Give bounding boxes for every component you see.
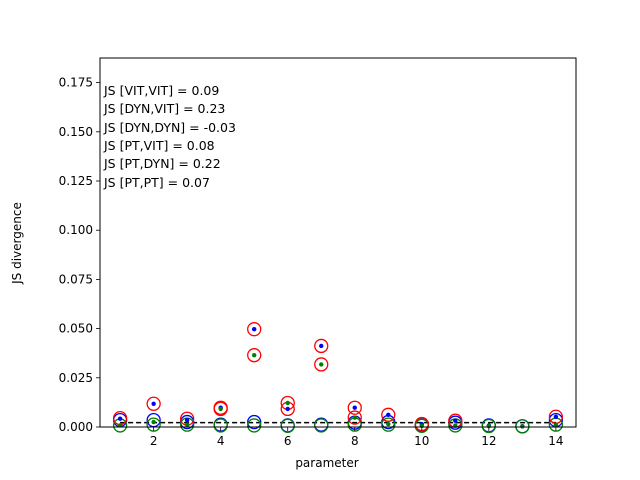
ring-point <box>213 418 228 433</box>
y-tick-label: 0.075 <box>59 272 93 286</box>
annotation-line: JS [PT,VIT] = 0.08 <box>103 138 215 153</box>
ring-point <box>146 396 161 411</box>
ring-point <box>247 348 262 363</box>
annotation-line: JS [VIT,VIT] = 0.09 <box>103 83 219 98</box>
dot-point <box>117 416 123 421</box>
ring-point <box>213 401 228 417</box>
y-axis: 0.000 0.025 0.050 0.075 0.100 0.125 0.150 0.175 <box>59 76 100 434</box>
ring-point <box>347 410 362 425</box>
ring-point <box>481 418 496 434</box>
annotation-line: JS [DYN,DYN] = -0.03 <box>103 120 236 135</box>
ring-point <box>314 357 329 372</box>
x-tick-label: 6 <box>284 434 292 448</box>
x-tick-label: 14 <box>548 434 563 448</box>
dot-point <box>520 424 525 429</box>
dot-point <box>285 406 290 412</box>
y-axis-title: JS divergence <box>10 202 24 285</box>
x-tick-label: 12 <box>481 434 496 448</box>
y-tick-label: 0.100 <box>59 223 93 237</box>
annotation-block: JS [VIT,VIT] = 0.09 JS [DYN,VIT] = 0.23 … <box>103 83 236 190</box>
ring-point <box>381 417 396 432</box>
y-tick-label: 0.025 <box>59 371 93 385</box>
ring-point <box>146 417 161 432</box>
dot-point <box>285 400 290 406</box>
plot-area <box>100 58 576 427</box>
annotation-line: JS [PT,DYN] = 0.22 <box>103 156 221 171</box>
ring-point <box>515 419 530 434</box>
ring-point <box>314 338 329 354</box>
dot-point <box>352 405 357 410</box>
x-tick-label: 4 <box>217 434 225 448</box>
annotation-line: JS [DYN,VIT] = 0.23 <box>103 101 225 116</box>
dot-point <box>319 362 324 367</box>
x-axis: 2 4 6 8 10 12 14 <box>150 427 564 448</box>
dot-point <box>251 352 257 358</box>
dot-point <box>151 401 156 406</box>
ring-point <box>347 400 362 415</box>
dot-point <box>553 414 559 419</box>
ring-point <box>247 414 262 430</box>
ring-point <box>247 418 262 433</box>
annotation-line: JS [PT,PT] = 0.07 <box>103 175 210 190</box>
dot-point <box>352 415 357 420</box>
dot-point <box>453 418 458 423</box>
ring-point <box>314 418 329 433</box>
y-tick-label: 0.175 <box>59 76 93 90</box>
dot-point <box>151 419 156 425</box>
plot-frame <box>99 57 577 428</box>
dot-point <box>553 422 559 427</box>
ring-point <box>381 407 396 422</box>
dot-point <box>218 406 223 412</box>
x-tick-label: 2 <box>150 434 158 448</box>
y-tick-label: 0.050 <box>59 322 93 336</box>
x-tick-label: 10 <box>414 434 429 448</box>
y-tick-label: 0.000 <box>59 420 93 434</box>
x-axis-title: parameter <box>295 456 358 470</box>
ring-point <box>247 322 262 337</box>
y-tick-label: 0.125 <box>59 174 93 188</box>
dot-point <box>184 422 190 427</box>
dot-point <box>251 326 257 332</box>
y-tick-label: 0.150 <box>59 125 93 139</box>
x-tick-label: 8 <box>351 434 359 448</box>
ring-point <box>280 418 295 433</box>
dot-point <box>319 343 324 349</box>
dot-point <box>386 421 391 427</box>
dot-point <box>184 417 190 423</box>
dot-point <box>386 412 391 417</box>
